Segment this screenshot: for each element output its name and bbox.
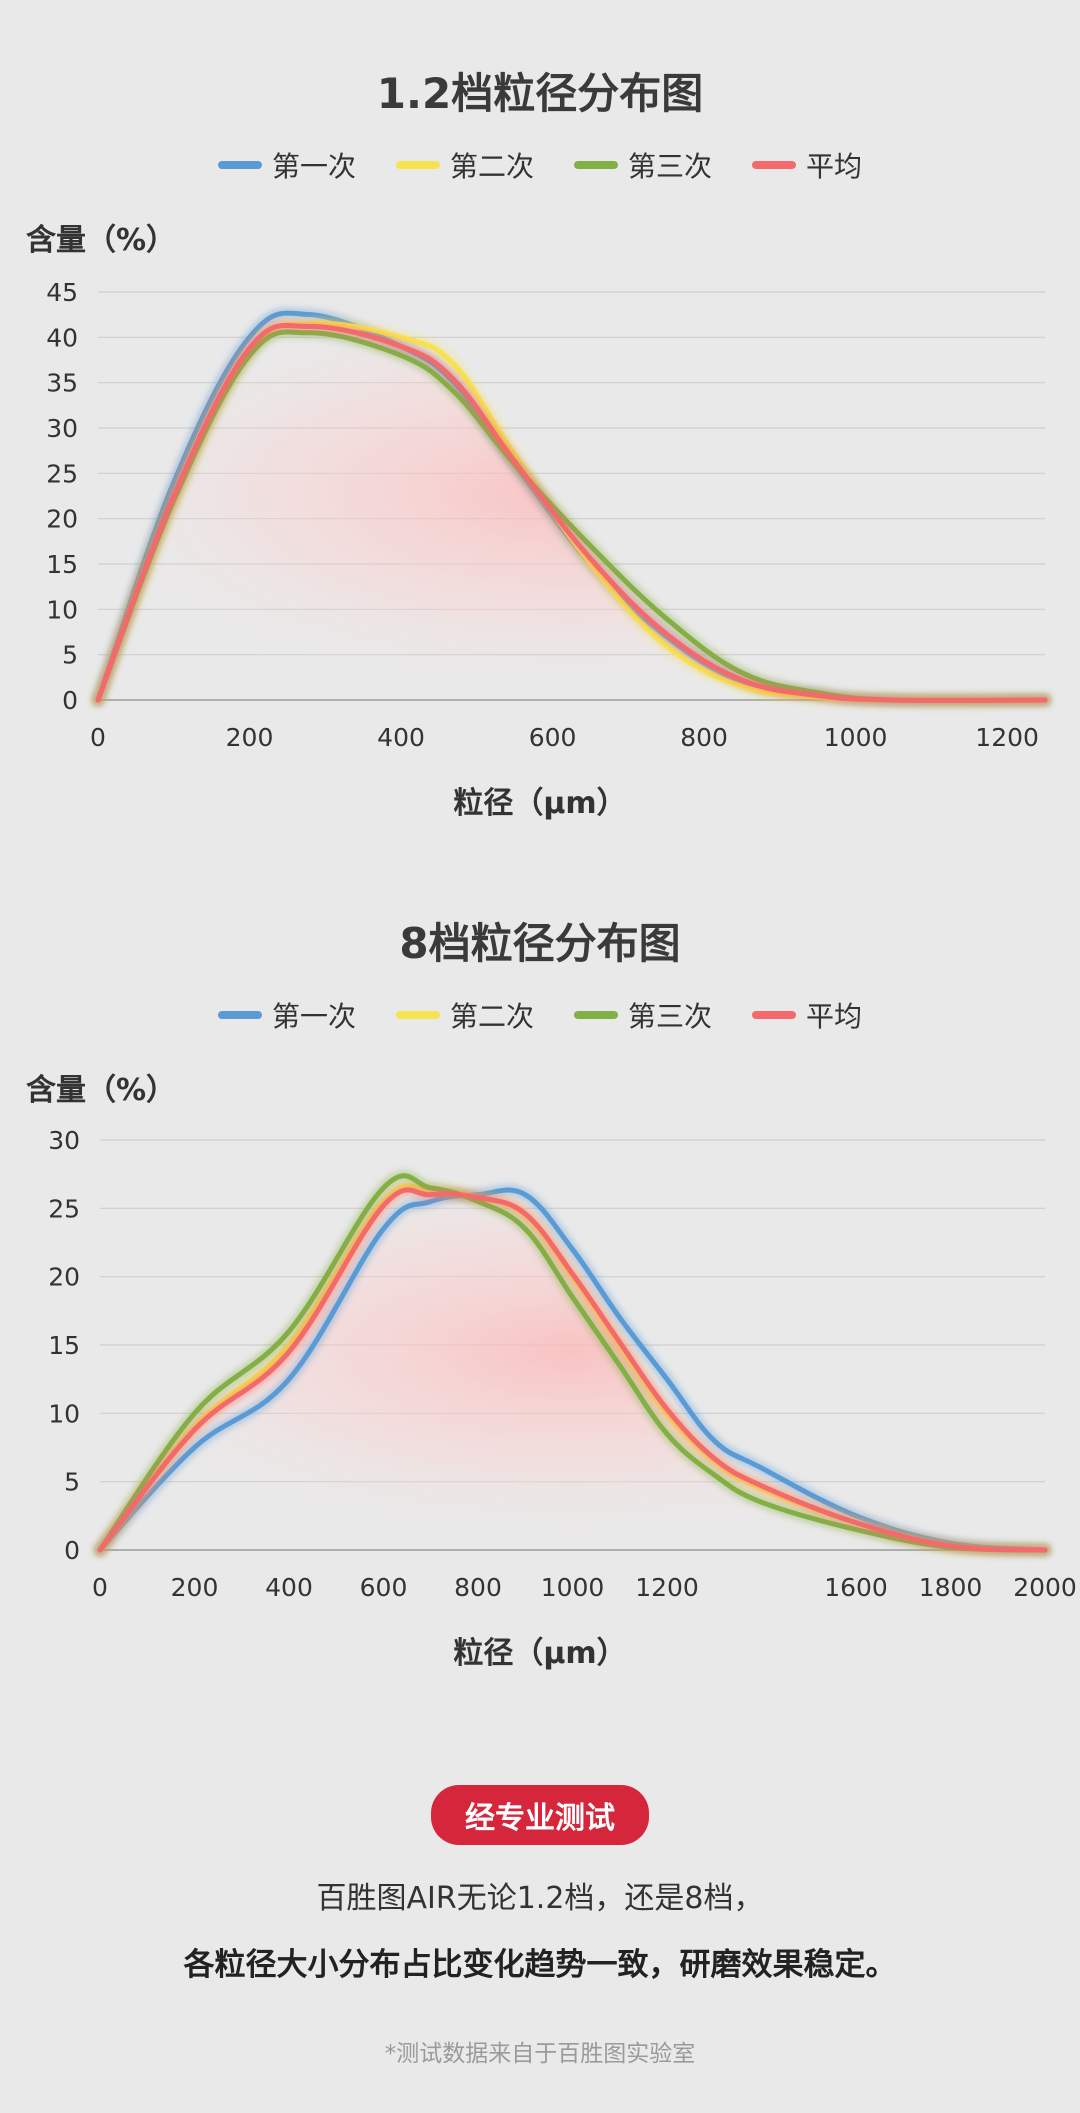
x-tick-label: 200 (171, 1573, 219, 1602)
legend-swatch (217, 1011, 262, 1019)
y-tick-label: 10 (48, 1399, 80, 1428)
legend: 第一次 第二次 第三次 平均 (0, 145, 1080, 185)
x-tick-label: 600 (529, 723, 577, 752)
legend-item: 第三次 (574, 995, 712, 1035)
series-line-1 (97, 1187, 1048, 1553)
x-tick-label: 0 (90, 723, 106, 752)
y-tick-label: 40 (46, 323, 78, 352)
legend-swatch (752, 161, 797, 169)
x-tick-label: 1200 (975, 723, 1039, 752)
plot-area: 0 5 10 15 20 25 30 35 40 45 0 200 400 600 800 1000 1200 (46, 278, 1051, 752)
series-line-4 (95, 322, 1048, 703)
legend-item: 第二次 (395, 995, 534, 1035)
x-tick-label: 800 (680, 723, 728, 752)
legend-item: 平均 (752, 995, 862, 1035)
x-tick-label: 0 (92, 1573, 108, 1602)
footer: 经专业测试 百胜图AIR无论1.2档，还是8档， 各粒径大小分布占比变化趋势一致… (0, 1785, 1080, 2068)
y-tick-label: 35 (46, 369, 78, 398)
x-tick-label: 400 (265, 1573, 313, 1602)
x-tick-label: 1200 (635, 1573, 699, 1602)
x-tick-label: 1000 (541, 1573, 605, 1602)
legend-label: 平均 (806, 1000, 863, 1033)
legend-item: 平均 (752, 145, 862, 185)
legend-label: 第三次 (628, 150, 713, 183)
y-tick-label: 30 (48, 1126, 80, 1155)
x-tick-label: 600 (360, 1573, 408, 1602)
y-tick-label: 25 (46, 459, 78, 488)
y-axis-label: 含量（%） (26, 223, 177, 258)
legend-swatch (574, 161, 618, 169)
y-tick-label: 5 (64, 1468, 80, 1497)
y-tick-label: 25 (48, 1194, 80, 1223)
x-tick-label: 400 (377, 723, 425, 752)
y-tick-label: 5 (62, 641, 78, 670)
y-tick-label: 45 (46, 278, 78, 307)
legend-label: 第二次 (449, 1000, 534, 1033)
y-tick-label: 0 (62, 686, 78, 715)
y-tick-label: 15 (46, 550, 78, 579)
average-area-glow (98, 325, 1045, 701)
y-tick-label: 15 (48, 1331, 80, 1360)
chart-1: 1.2档粒径分布图 第一次 第二次 第三次 平均 含量（%） 0 5 10 15 20 25 30… (0, 50, 1080, 850)
legend-label: 平均 (806, 150, 863, 183)
chart-2: 8档粒径分布图 第一次 第二次 第三次 平均 含量（%） 0 5 10 15 20 25 30 0 2… (0, 900, 1080, 1700)
x-axis-label: 粒径（μm） (453, 1636, 627, 1671)
data-source-note: *测试数据来自于百胜图实验室 (384, 2041, 696, 2067)
chart-title: 8档粒径分布图 (399, 919, 681, 968)
x-tick-label: 200 (226, 723, 274, 752)
legend-item: 第一次 (217, 145, 356, 185)
y-tick-label: 20 (48, 1263, 80, 1292)
x-tick-label: 1000 (824, 723, 888, 752)
x-axis-label: 粒径（μm） (453, 786, 627, 821)
legend-swatch (395, 1011, 440, 1019)
legend-item: 第二次 (395, 145, 534, 185)
legend-item: 第三次 (574, 145, 712, 185)
y-axis-label: 含量（%） (26, 1073, 177, 1108)
chart-title: 1.2档粒径分布图 (376, 69, 704, 118)
legend-swatch (217, 161, 262, 169)
legend-item: 第一次 (217, 995, 356, 1035)
x-tick-label: 800 (454, 1573, 502, 1602)
description-line-2: 各粒径大小分布占比变化趋势一致，研磨效果稳定。 (183, 1947, 897, 1983)
legend-label: 第二次 (449, 150, 534, 183)
plot-area: 0 5 10 15 20 25 30 0 200 400 600 800 1000 1200 1600 180… (48, 1126, 1077, 1602)
legend-label: 第一次 (271, 1000, 356, 1033)
x-tick-label: 2000 (1013, 1573, 1077, 1602)
legend-swatch (752, 1011, 797, 1019)
description-line-1: 百胜图AIR无论1.2档，还是8档， (316, 1881, 764, 1916)
series-line-3 (97, 1173, 1048, 1553)
y-tick-label: 20 (46, 505, 78, 534)
legend: 第一次 第二次 第三次 平均 (0, 995, 1080, 1035)
x-tick-label: 1800 (919, 1573, 983, 1602)
y-tick-label: 10 (46, 595, 78, 624)
legend-swatch (395, 161, 440, 169)
test-badge: 经专业测试 (431, 1785, 649, 1845)
legend-label: 第一次 (271, 150, 356, 183)
legend-swatch (574, 1011, 618, 1019)
legend-label: 第三次 (628, 1000, 713, 1033)
x-tick-label: 1600 (824, 1573, 888, 1602)
series-line-4 (97, 1187, 1048, 1553)
y-tick-label: 30 (46, 414, 78, 443)
y-tick-label: 0 (64, 1536, 80, 1565)
